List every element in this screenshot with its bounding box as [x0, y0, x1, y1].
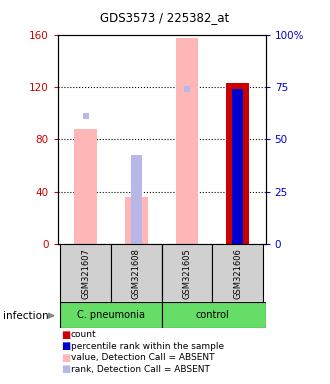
Bar: [232, 89, 244, 244]
Text: value, Detection Call = ABSENT: value, Detection Call = ABSENT: [71, 353, 214, 362]
Text: count: count: [71, 330, 97, 339]
Text: ■: ■: [61, 330, 70, 340]
Bar: [74, 129, 97, 244]
Bar: [60, 244, 111, 303]
Text: GDS3573 / 225382_at: GDS3573 / 225382_at: [100, 11, 230, 24]
Text: GSM321605: GSM321605: [182, 248, 191, 299]
Text: percentile rank within the sample: percentile rank within the sample: [71, 342, 224, 351]
Text: control: control: [196, 310, 229, 320]
Bar: [111, 244, 162, 303]
Bar: [60, 302, 162, 328]
Text: GSM321608: GSM321608: [132, 248, 141, 299]
Bar: [162, 244, 213, 303]
Text: GSM321606: GSM321606: [233, 248, 242, 299]
Bar: [162, 302, 266, 328]
Bar: [226, 83, 249, 244]
Text: ■: ■: [61, 364, 70, 374]
Text: ■: ■: [61, 353, 70, 363]
Text: ■: ■: [61, 341, 70, 351]
Bar: [213, 244, 263, 303]
Text: GSM321607: GSM321607: [81, 248, 90, 299]
Text: infection: infection: [3, 311, 49, 321]
Bar: [176, 38, 198, 244]
Text: C. pneumonia: C. pneumonia: [77, 310, 145, 320]
Bar: [131, 155, 142, 244]
Bar: [125, 197, 148, 244]
Text: rank, Detection Call = ABSENT: rank, Detection Call = ABSENT: [71, 365, 210, 374]
